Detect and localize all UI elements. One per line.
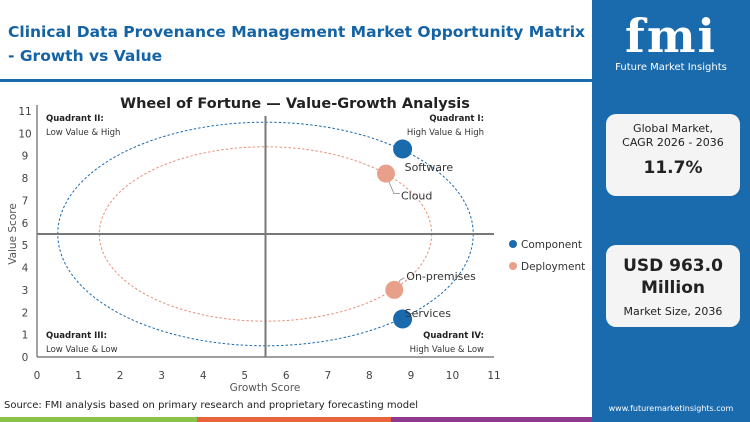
quadrant-title: Quadrant III: xyxy=(46,331,107,341)
market-size-value-2: Million xyxy=(640,278,705,298)
point-software xyxy=(393,139,413,159)
x-tick-label: 0 xyxy=(34,370,41,382)
x-tick-label: 10 xyxy=(446,370,459,382)
x-axis-label: Growth Score xyxy=(230,382,301,394)
point-label-services: Services xyxy=(405,307,452,320)
y-axis-label: Value Score xyxy=(7,203,19,265)
y-tick-label: 5 xyxy=(22,240,29,252)
x-tick-label: 7 xyxy=(324,370,331,382)
footer-stripe-orange xyxy=(197,417,391,422)
point-on-premises xyxy=(385,280,404,299)
y-tick-label: 4 xyxy=(22,263,29,275)
leader-line xyxy=(387,179,400,195)
website-link[interactable]: www.futuremarketinsights.com xyxy=(608,404,734,413)
legend-label-deployment: Deployment xyxy=(521,261,585,273)
cagr-value: 11.7% xyxy=(643,158,703,178)
quadrant-label: Low Value & Low xyxy=(46,345,118,355)
y-tick-label: 8 xyxy=(22,173,29,185)
y-tick-label: 1 xyxy=(22,330,29,342)
market-size-value-1: USD 963.0 xyxy=(623,256,723,276)
point-label-software: Software xyxy=(405,161,454,174)
x-tick-label: 2 xyxy=(117,370,124,382)
footer-stripe-purple xyxy=(391,417,592,422)
point-label-cloud: Cloud xyxy=(401,190,432,203)
legend-marker-deployment xyxy=(509,262,517,270)
source-note: Source: FMI analysis based on primary re… xyxy=(4,400,419,411)
x-tick-label: 8 xyxy=(366,370,373,382)
x-tick-label: 6 xyxy=(283,370,290,382)
y-tick-label: 7 xyxy=(22,195,29,207)
quadrant-label: High Value & High xyxy=(407,128,484,138)
page-title: Clinical Data Provenance Management Mark… xyxy=(8,23,586,65)
x-tick-label: 4 xyxy=(200,370,207,382)
x-tick-label: 1 xyxy=(75,370,82,382)
y-tick-label: 11 xyxy=(18,106,31,118)
x-tick-label: 5 xyxy=(241,370,248,382)
legend-label-component: Component xyxy=(521,239,582,251)
quadrant-label: High Value & Low xyxy=(410,345,484,355)
y-tick-label: 0 xyxy=(22,352,29,364)
chart-title: Wheel of Fortune — Value-Growth Analysis xyxy=(120,96,470,112)
quadrant-title: Quadrant II: xyxy=(46,114,104,124)
y-tick-label: 2 xyxy=(22,307,29,319)
logo-subtext: Future Market Insights xyxy=(615,62,727,73)
x-tick-label: 11 xyxy=(487,370,500,382)
quadrant-title: Quadrant IV: xyxy=(423,331,484,341)
point-label-on-premises: On-premises xyxy=(406,270,476,283)
logo-mark: fmi xyxy=(625,9,717,63)
market-size-label: Market Size, 2036 xyxy=(623,305,723,318)
scatter-chart: Wheel of Fortune — Value-Growth Analysis… xyxy=(7,96,585,394)
point-services xyxy=(393,309,413,329)
cagr-card: Global Market, CAGR 2026 - 2036 11.7% xyxy=(606,114,740,196)
y-tick-label: 9 xyxy=(22,151,29,163)
x-tick-label: 9 xyxy=(408,370,415,382)
cagr-label-1: Global Market, xyxy=(633,122,713,135)
y-tick-label: 3 xyxy=(22,285,29,297)
fmi-logo: fmi Future Market Insights xyxy=(614,10,728,73)
legend-marker-component xyxy=(509,240,517,248)
footer-stripe-green xyxy=(0,417,197,422)
x-tick-label: 3 xyxy=(158,370,165,382)
y-tick-label: 10 xyxy=(18,128,31,140)
point-cloud xyxy=(376,164,395,183)
cagr-label-2: CAGR 2026 - 2036 xyxy=(622,136,724,149)
title-rule xyxy=(0,79,592,82)
sidebar: fmi Future Market Insights Global Market… xyxy=(592,0,750,422)
y-tick-label: 6 xyxy=(22,218,29,230)
market-size-card: USD 963.0 Million Market Size, 2036 xyxy=(606,245,740,327)
quadrant-label: Low Value & High xyxy=(46,128,120,138)
quadrant-title: Quadrant I: xyxy=(429,114,484,124)
